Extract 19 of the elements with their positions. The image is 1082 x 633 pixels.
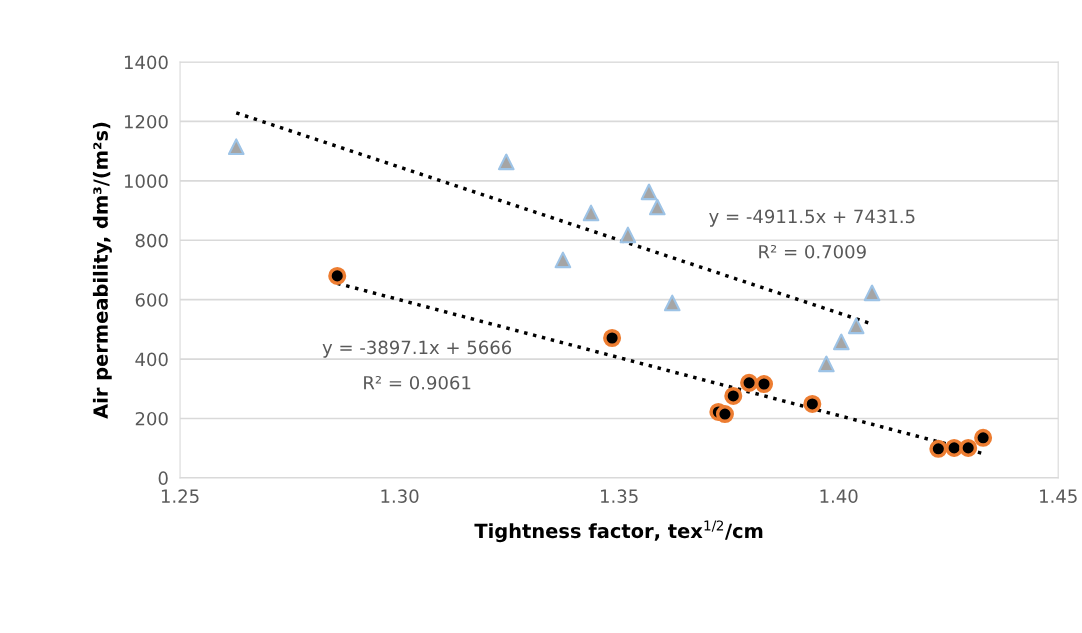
y-tick-label: 200 xyxy=(135,411,168,426)
annotation: R² = 0.7009 xyxy=(759,244,866,259)
annotation: y = -4911.5x + 7431.5 xyxy=(709,209,915,227)
y-tick-label: 800 xyxy=(135,233,168,248)
y-tick-label: 0 xyxy=(158,471,168,486)
x-axis-title: Tightness factor, tex$^{1/2}$/cm xyxy=(474,520,763,543)
y-tick-label: 600 xyxy=(135,293,168,307)
annotation: R² = 0.9061 xyxy=(364,375,471,390)
y-tick-label: 1000 xyxy=(124,174,168,188)
y-tick-label: 400 xyxy=(135,352,168,367)
y-axis-title: Air permeability, dm³/(m²s) xyxy=(92,122,112,419)
x-tick-label: 1.35 xyxy=(601,489,638,503)
y-tick-label: 1200 xyxy=(124,114,168,129)
x-tick-label: 1.40 xyxy=(820,489,858,503)
x-tick-label: 1.30 xyxy=(381,489,419,503)
annotation: y = -3897.1x + 5666 xyxy=(322,340,512,358)
x-tick-label: 1.25 xyxy=(161,489,199,503)
y-tick-label: 1400 xyxy=(124,55,168,70)
x-tick-label: 1.45 xyxy=(1040,489,1077,503)
